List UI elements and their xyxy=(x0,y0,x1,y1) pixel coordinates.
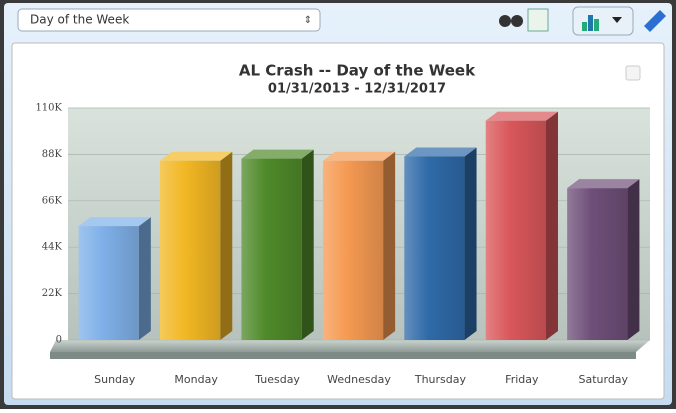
bar-side xyxy=(301,149,314,340)
y-tick-label: 0 xyxy=(56,335,62,346)
bar xyxy=(485,120,546,341)
bar-side xyxy=(464,147,477,340)
bar-side xyxy=(545,111,558,341)
chart-subtitle: 01/31/2013 - 12/31/2017 xyxy=(268,82,446,97)
x-tick-label: Monday xyxy=(174,373,218,386)
bar xyxy=(567,188,628,340)
x-tick-label: Thursday xyxy=(414,373,467,386)
x-tick-label: Friday xyxy=(505,373,539,386)
x-tick-label: Wednesday xyxy=(327,373,391,386)
dropdown-arrow: ⇕ xyxy=(304,15,312,26)
x-tick-label: Sunday xyxy=(94,373,136,386)
x-tick-label: Tuesday xyxy=(254,373,300,386)
bar-side xyxy=(627,179,640,340)
bar xyxy=(322,160,384,340)
expand-icon[interactable] xyxy=(644,10,666,32)
y-tick-label: 44K xyxy=(42,242,63,253)
bar-top xyxy=(322,151,396,161)
bar-side xyxy=(383,151,396,340)
dropdown-label: Day of the Week xyxy=(30,13,129,27)
chart-title: AL Crash -- Day of the Week xyxy=(239,62,476,80)
bar xyxy=(78,226,139,340)
bar-side xyxy=(138,217,151,340)
bar-top xyxy=(78,217,151,227)
x-tick-label: Saturday xyxy=(578,373,628,386)
y-tick-label: 22K xyxy=(42,288,63,299)
floor-edge xyxy=(50,352,636,359)
dropdown[interactable] xyxy=(17,8,321,32)
bar xyxy=(241,158,302,340)
bar-top xyxy=(160,151,233,161)
y-tick-label: 110K xyxy=(35,103,62,114)
bar-side xyxy=(220,151,233,340)
floor xyxy=(50,340,650,352)
bar-top xyxy=(241,149,314,159)
bar xyxy=(160,160,221,340)
bar-top xyxy=(404,147,477,157)
bar-top xyxy=(567,179,640,189)
chart-type-icon xyxy=(582,15,622,31)
y-tick-label: 88K xyxy=(42,149,63,160)
bar-top xyxy=(485,111,558,121)
excel-icon[interactable] xyxy=(527,8,549,32)
binoculars-icon[interactable] xyxy=(499,15,523,27)
y-tick-label: 66K xyxy=(42,195,63,206)
bar xyxy=(404,156,465,340)
menu-button[interactable] xyxy=(625,65,641,81)
